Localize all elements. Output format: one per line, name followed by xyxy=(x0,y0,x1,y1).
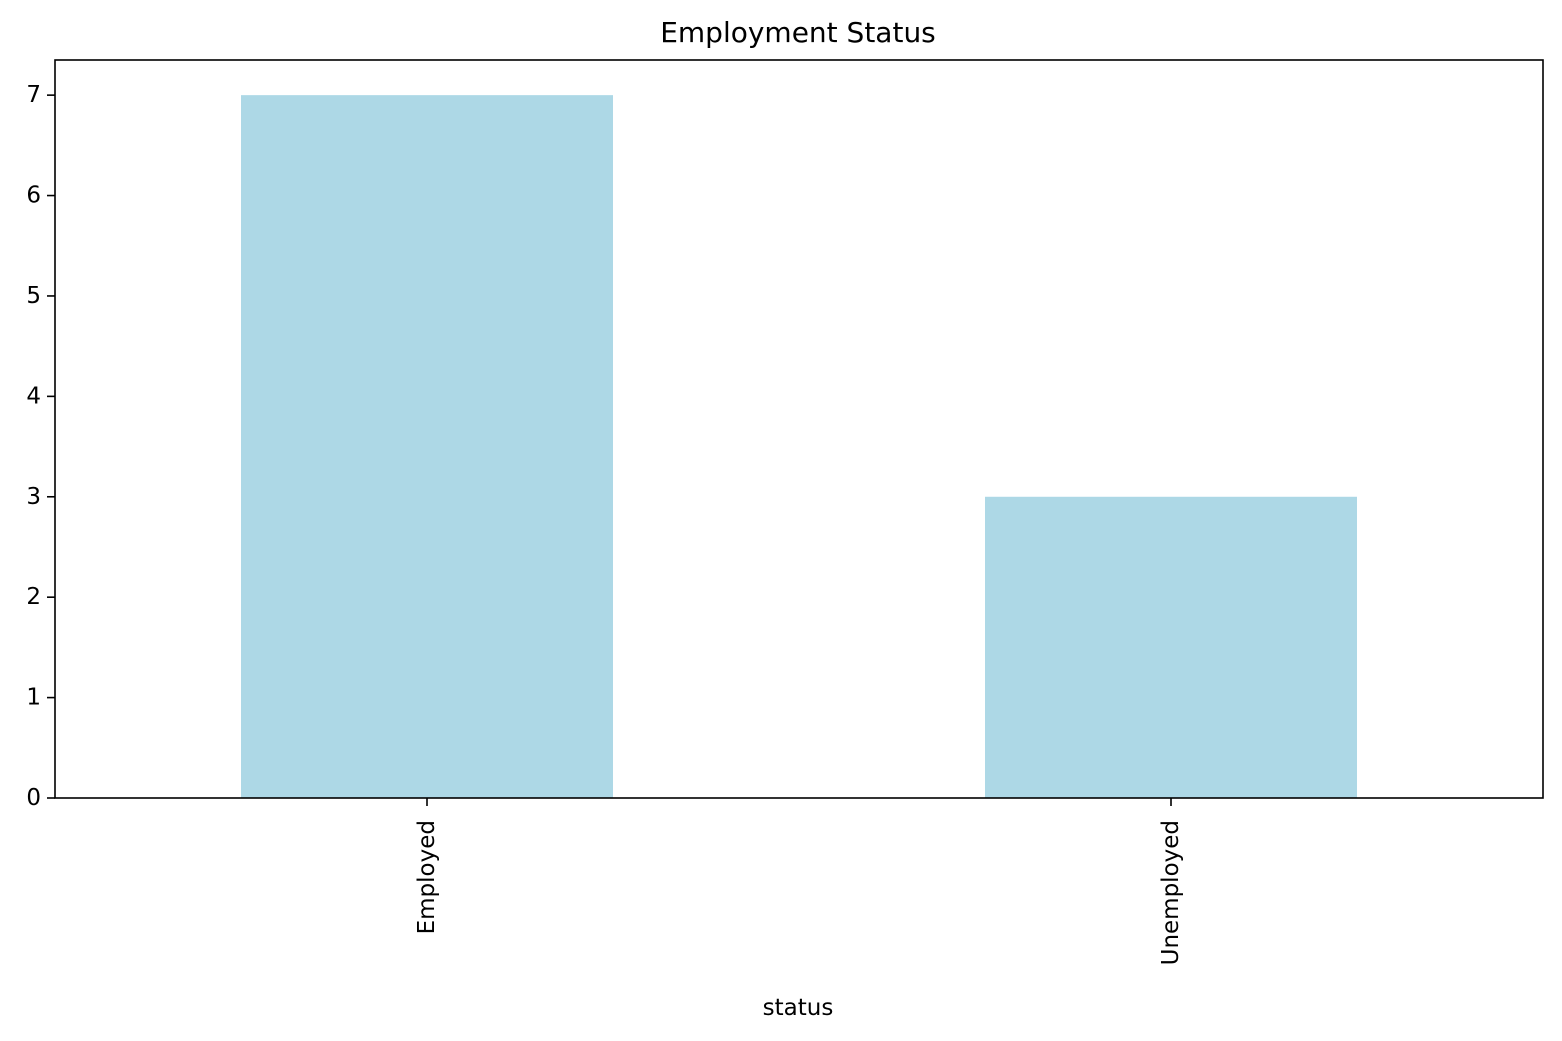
bar-unemployed xyxy=(985,496,1357,798)
axes-frame xyxy=(54,59,1544,799)
y-tick-label: 2 xyxy=(26,584,41,610)
plot-area: Employed Unemployed 0 1 2 3 4 5 6 7 xyxy=(26,82,1357,965)
bar-employed xyxy=(241,95,613,798)
y-tick-label: 4 xyxy=(26,383,41,409)
chart-title: Employment Status xyxy=(660,16,936,49)
y-tick-label: 6 xyxy=(26,183,41,209)
y-tick-label: 7 xyxy=(26,82,41,108)
x-axis-label: status xyxy=(763,995,834,1021)
x-tick-label: Unemployed xyxy=(1158,820,1184,965)
y-tick-label: 1 xyxy=(26,685,41,711)
x-tick-label: Employed xyxy=(414,820,440,934)
y-tick-label: 5 xyxy=(26,283,41,309)
y-tick-label: 0 xyxy=(26,785,41,811)
y-tick-label: 3 xyxy=(26,484,41,510)
